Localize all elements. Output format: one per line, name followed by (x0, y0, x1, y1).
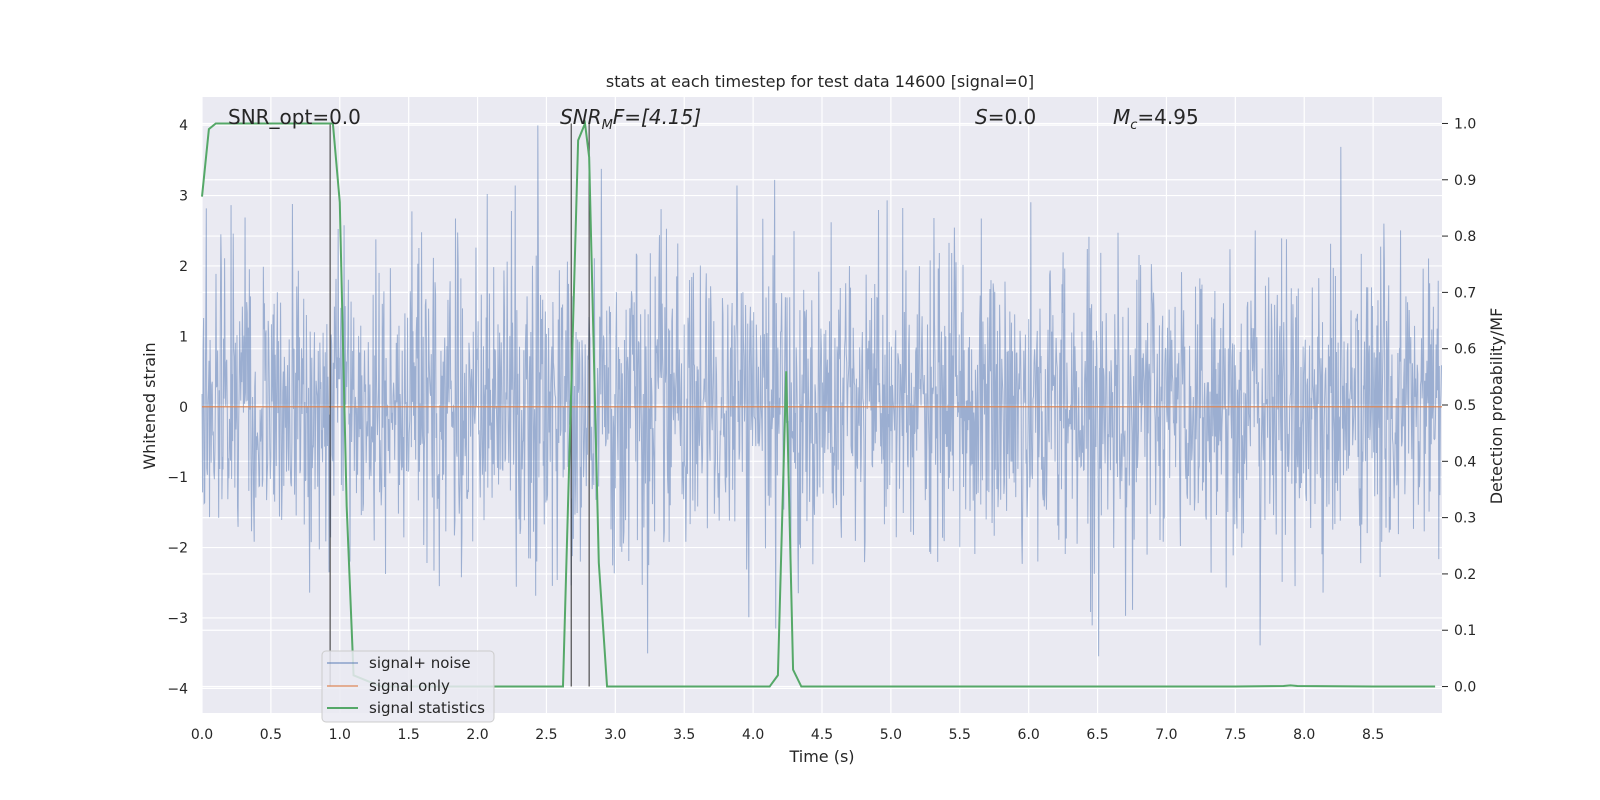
y-tick-label: −3 (167, 611, 188, 627)
y-axis-label: Whitened strain (140, 342, 159, 469)
x-tick-label: 1.0 (329, 727, 351, 743)
x-tick-label: 3.0 (604, 727, 626, 743)
y-tick-label: −4 (167, 681, 188, 697)
x-tick-label: 7.5 (1224, 727, 1246, 743)
y-tick-label: 1 (179, 329, 188, 345)
s-annotation: S=0.0 (975, 105, 1036, 129)
y2-tick-label: 0.9 (1454, 173, 1476, 189)
mc-rest: =4.95 (1137, 105, 1198, 129)
x-axis-label: Time (s) (788, 747, 854, 766)
y2-tick-label: 0.5 (1454, 398, 1476, 414)
y-tick-label: −1 (167, 470, 188, 486)
x-tick-label: 0.0 (191, 727, 213, 743)
legend-label-noise: signal+ noise (369, 654, 471, 672)
legend-label-signal: signal only (369, 677, 450, 695)
mc-sub: c (1130, 118, 1137, 133)
y-tick-label: 0 (179, 400, 188, 416)
y2-tick-label: 0.0 (1454, 680, 1476, 696)
x-tick-label: 1.5 (398, 727, 420, 743)
y-tick-label: 3 (179, 189, 188, 205)
x-tick-label: 4.5 (811, 727, 833, 743)
legend-label-statistics: signal statistics (369, 699, 485, 717)
y-tick-label: 4 (179, 118, 188, 134)
y2-tick-label: 0.4 (1454, 454, 1476, 470)
y2-tick-label: 0.2 (1454, 567, 1476, 583)
snr-mf-base: SNR (560, 105, 602, 129)
x-tick-label: 2.0 (466, 727, 488, 743)
x-tick-label: 3.5 (673, 727, 695, 743)
x-tick-label: 8.0 (1293, 727, 1315, 743)
y2-axis-label: Detection probability/MF (1487, 308, 1506, 505)
snr-mf-sub: M (602, 118, 613, 133)
chart-title: stats at each timestep for test data 146… (606, 72, 1034, 91)
legend-box (321, 650, 495, 723)
y2-tick-label: 0.8 (1454, 229, 1476, 245)
y2-tick-label: 0.7 (1454, 285, 1476, 301)
y2-axis-ticks: 0.0 0.1 0.2 0.3 0.4 0.5 0.6 0.7 0.8 0.9 1.0 (1442, 116, 1476, 696)
x-tick-label: 6.5 (1086, 727, 1108, 743)
x-tick-label: 5.0 (880, 727, 902, 743)
mc-base: M (1113, 105, 1130, 129)
x-tick-label: 2.5 (535, 727, 557, 743)
y-axis-ticks: −4 −3 −2 −1 0 1 2 3 4 (167, 118, 188, 697)
x-tick-label: 0.5 (260, 727, 282, 743)
mc-annotation: Mc=4.95 (1113, 105, 1199, 133)
y2-tick-label: 1.0 (1454, 116, 1476, 132)
s-italic: S (975, 105, 988, 129)
x-tick-label: 4.0 (742, 727, 764, 743)
y2-tick-label: 0.1 (1454, 623, 1476, 639)
y2-tick-label: 0.3 (1454, 511, 1476, 527)
snr-mf-rest: F=[4.15] (613, 105, 701, 129)
x-tick-label: 5.5 (949, 727, 971, 743)
x-tick-label: 8.5 (1362, 727, 1384, 743)
noise-path (201, 125, 1442, 657)
noise-trace (201, 125, 1442, 657)
legend: signal+ noise signal only signal statist… (321, 650, 495, 723)
s-rest: =0.0 (988, 105, 1037, 129)
x-axis-ticks: 0.0 0.5 1.0 1.5 2.0 2.5 3.0 3.5 4.0 4.5 5.0 5.5 6.0 6… (191, 727, 1384, 743)
x-tick-label: 7.0 (1155, 727, 1177, 743)
snr-opt-annotation: SNR_opt=0.0 (228, 105, 361, 129)
signal-statistics-line (201, 119, 1436, 688)
y-tick-label: 2 (179, 259, 188, 275)
y2-tick-label: 0.6 (1454, 342, 1476, 358)
y-tick-label: −2 (167, 541, 188, 557)
x-tick-label: 6.0 (1018, 727, 1040, 743)
snr-mf-annotation: SNRMF=[4.15] (560, 105, 701, 133)
